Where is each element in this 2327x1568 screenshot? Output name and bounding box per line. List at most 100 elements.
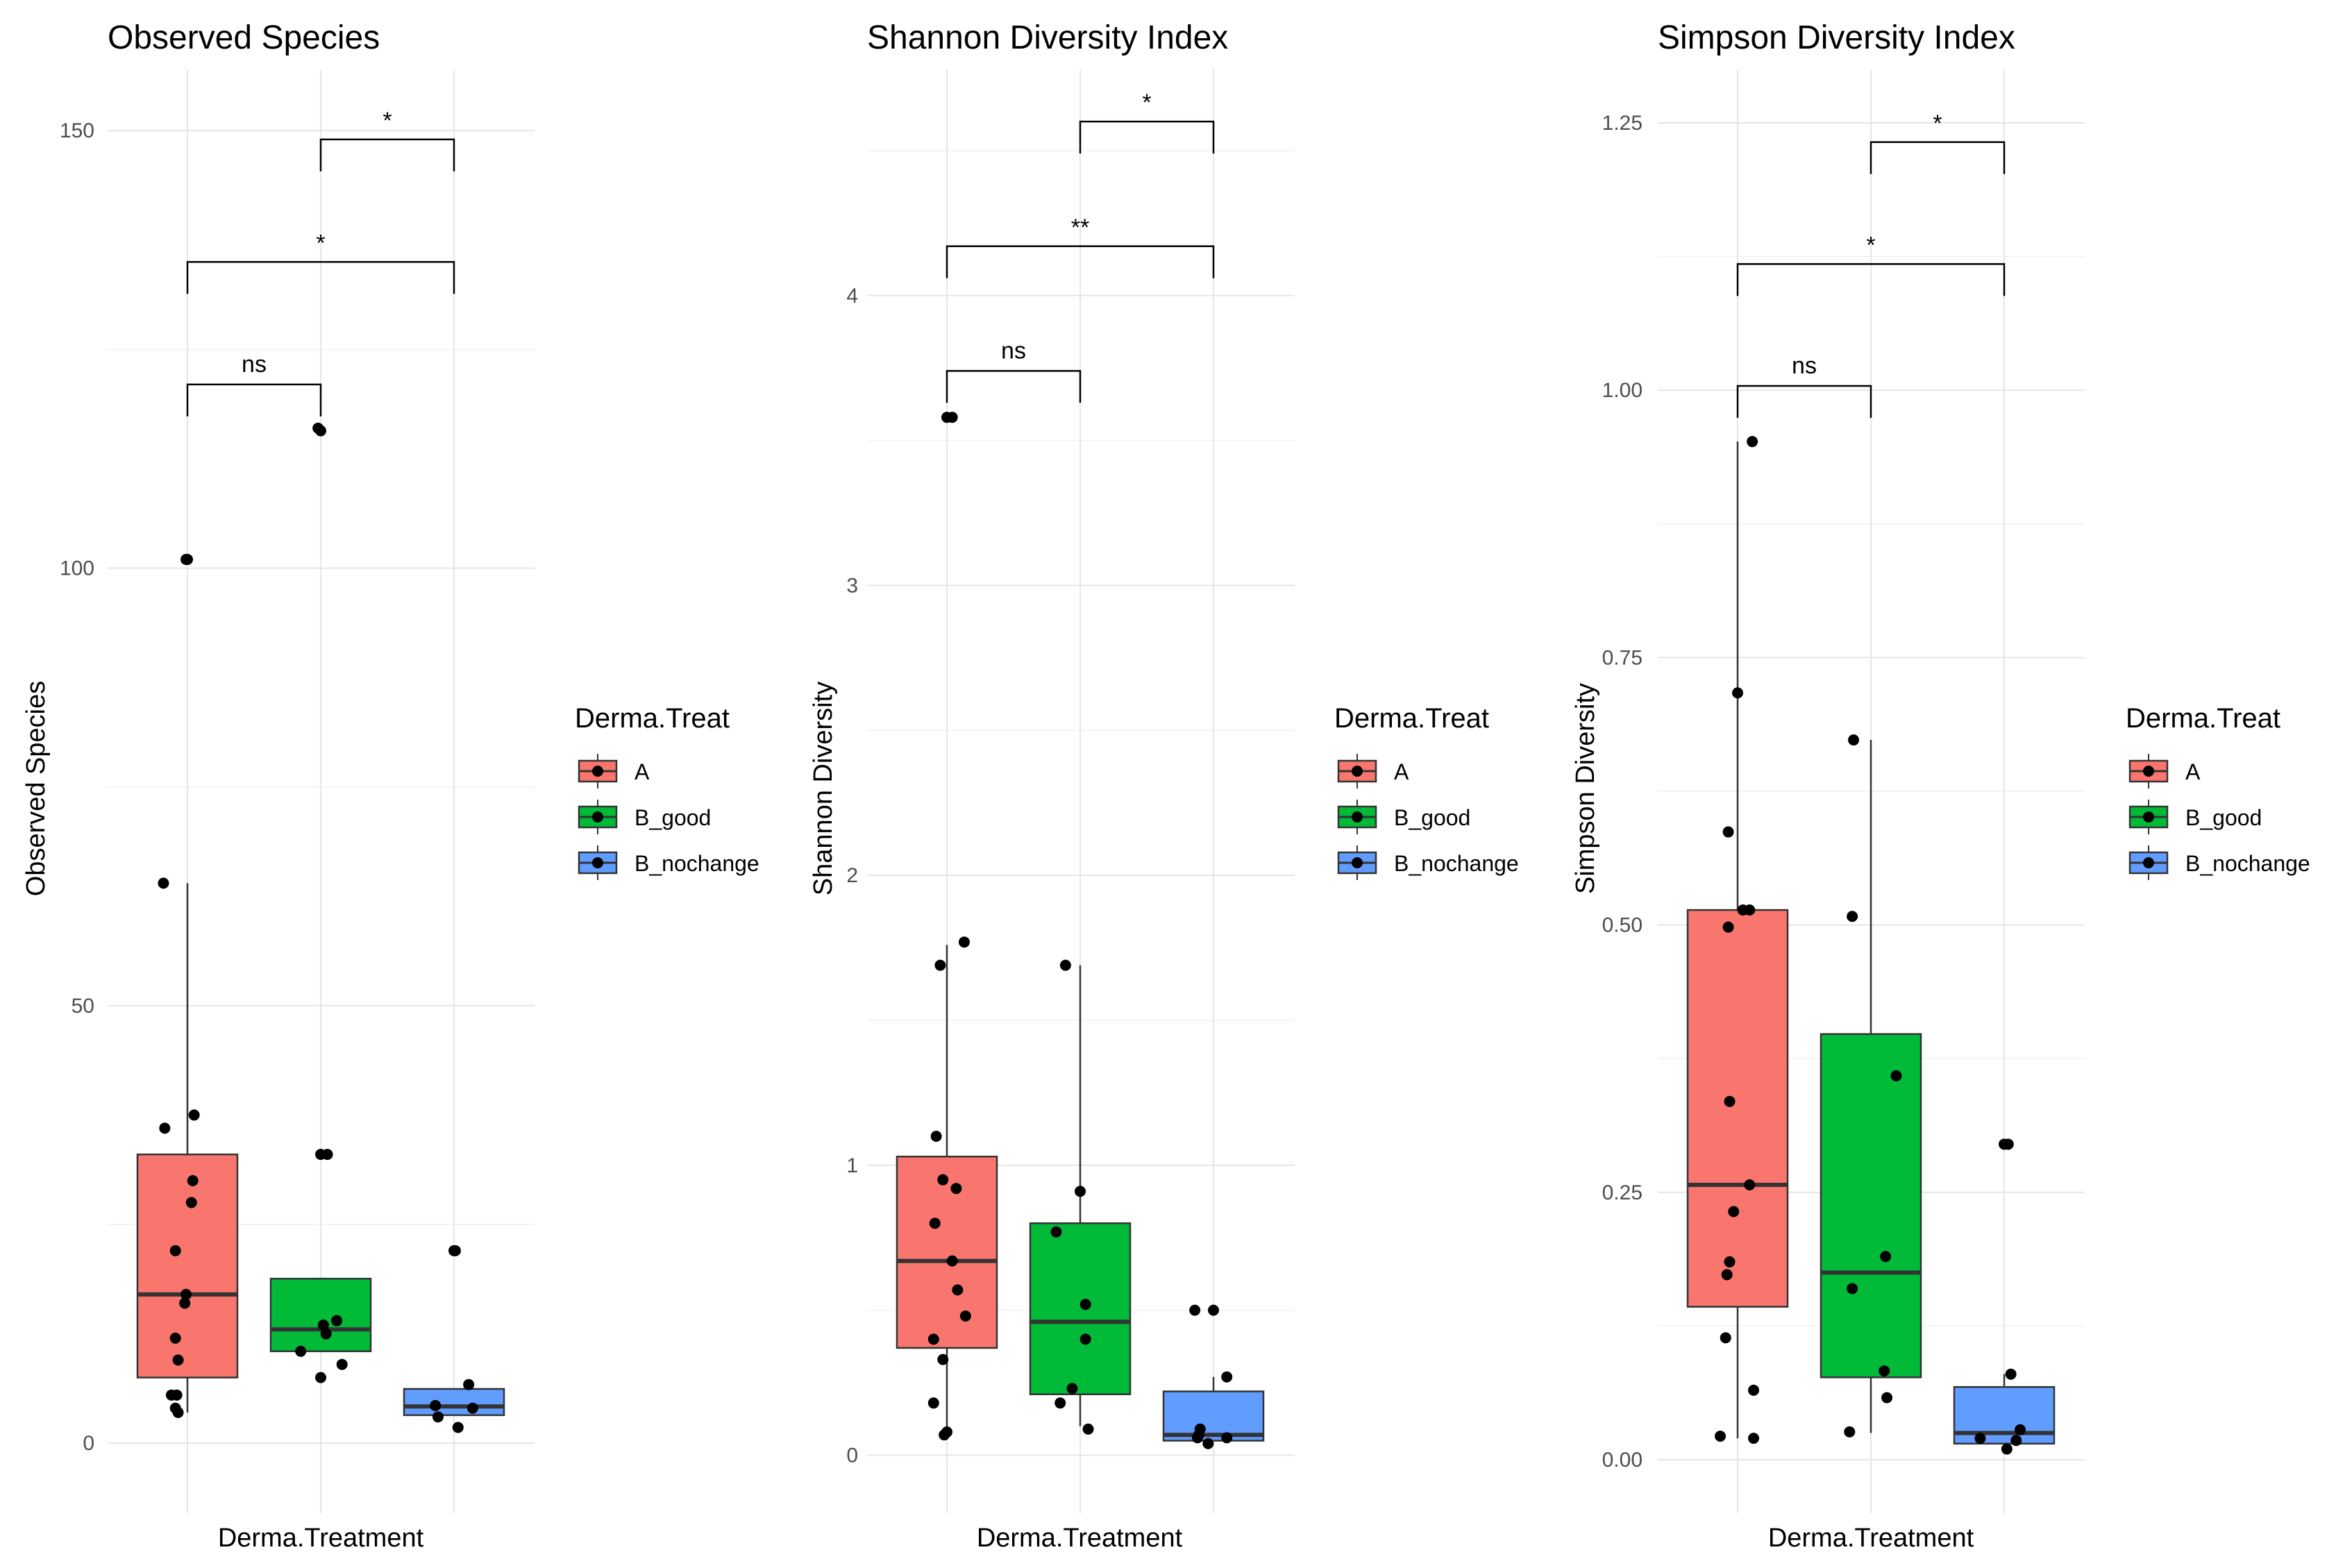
box-B_good: [269, 1277, 372, 1353]
data-point: [159, 1122, 171, 1134]
data-point: [1208, 1304, 1219, 1316]
data-point: [952, 1284, 964, 1296]
legend-label: B_good: [2185, 805, 2262, 830]
box-A: [136, 883, 239, 1413]
data-point: [2002, 1138, 2014, 1150]
significance-label: *: [1866, 232, 1875, 258]
data-point: [1221, 1432, 1233, 1444]
shannon-diversity-panel: Shannon Diversity Index Derma.Treatment …: [809, 19, 1295, 1553]
significance-label: *: [1933, 110, 1942, 137]
data-point: [1720, 1332, 1731, 1344]
legend-point: [2143, 857, 2154, 868]
legend-title: Derma.Treat: [2126, 703, 2280, 734]
data-point: [1724, 1095, 1736, 1107]
bracket-line: [319, 138, 455, 171]
data-point: [946, 1255, 958, 1267]
legend: Derma.Treat A B_good B_nochange: [2126, 703, 2310, 880]
legend-point: [592, 857, 603, 868]
legend-label: B_nochange: [1394, 851, 1519, 876]
y-tick-label: 0: [846, 1444, 858, 1467]
box-body: [1162, 1390, 1265, 1442]
data-point: [939, 1429, 950, 1441]
y-tick-label: 150: [60, 119, 94, 142]
data-point: [188, 1109, 200, 1121]
data-point: [2005, 1368, 2017, 1380]
data-point: [336, 1358, 348, 1370]
legend-point: [2143, 811, 2154, 823]
data-point: [946, 412, 958, 423]
legend-key-B_nochange: B_nochange: [578, 845, 759, 880]
data-point: [467, 1402, 478, 1414]
data-point: [321, 1149, 333, 1161]
data-points: [158, 422, 478, 1433]
panel-title: Simpson Diversity Index: [1658, 19, 2015, 56]
legend-point: [1352, 766, 1363, 777]
y-tick-label: 1.00: [1602, 379, 1643, 402]
legend-label: B_nochange: [635, 851, 759, 876]
legend-key-B_nochange: B_nochange: [2128, 845, 2310, 880]
significance-label: ns: [242, 351, 267, 378]
legend-key-B_good: B_good: [2128, 800, 2262, 834]
legend-label: A: [1394, 759, 1409, 784]
data-point: [452, 1422, 464, 1433]
legend: Derma.Treat A B_good B_nochange: [1334, 703, 1519, 880]
y-tick-label: 50: [72, 995, 94, 1018]
legend-key-A: A: [1337, 754, 1409, 789]
bracket-line: [1079, 120, 1215, 154]
data-point: [1847, 911, 1858, 922]
data-point: [1050, 1226, 1062, 1238]
significance-bracket: **: [946, 214, 1215, 278]
data-point: [927, 1397, 939, 1409]
data-point: [2010, 1435, 2022, 1447]
significance-bracket: ns: [186, 351, 322, 416]
data-point: [1879, 1365, 1890, 1377]
data-point: [1728, 1206, 1740, 1217]
legend-title: Derma.Treat: [575, 703, 730, 734]
significance-bracket: *: [1870, 110, 2006, 174]
box-B_nochange: [403, 1388, 505, 1417]
panel-title: Shannon Diversity Index: [867, 19, 1228, 56]
panel-title: Observed Species: [108, 19, 380, 56]
y-axis-title: Simpson Diversity: [1571, 683, 1600, 894]
significance-label: *: [316, 230, 325, 256]
data-point: [2001, 1443, 2013, 1455]
bracket-line: [1736, 263, 2006, 296]
observed-species-panel: Observed Species Derma.Treatment Observe…: [22, 19, 535, 1553]
legend-point: [592, 766, 603, 777]
data-point: [1191, 1432, 1203, 1444]
legend-key-B_good: B_good: [578, 800, 711, 834]
bracket-line: [186, 261, 455, 294]
data-points: [1715, 436, 2026, 1455]
significance-bracket: *: [1079, 90, 1215, 154]
significance-bracket: *: [319, 108, 455, 171]
data-point: [937, 1354, 949, 1365]
data-point: [1721, 1269, 1733, 1281]
y-tick-label: 0.75: [1602, 646, 1643, 669]
significance-label: *: [1142, 90, 1151, 116]
data-point: [320, 1328, 332, 1340]
x-axis-title: Derma.Treatment: [1768, 1524, 1974, 1553]
data-point: [929, 1217, 941, 1229]
data-point: [1890, 1070, 1902, 1081]
data-point: [449, 1245, 461, 1256]
y-tick-label: 1: [846, 1154, 858, 1177]
data-point: [1724, 1256, 1736, 1267]
y-tick-label: 3: [846, 574, 858, 597]
significance-label: ns: [1792, 353, 1817, 379]
data-point: [315, 1372, 326, 1383]
legend-point: [1352, 811, 1363, 823]
y-tick-label: 100: [60, 557, 94, 580]
data-point: [185, 1197, 197, 1208]
significance-bracket: ns: [1736, 353, 1872, 419]
data-point: [1748, 1384, 1760, 1396]
box-body: [1953, 1385, 2056, 1445]
legend-label: B_good: [635, 805, 711, 830]
bracket-line: [946, 245, 1215, 278]
data-point: [169, 1332, 181, 1344]
data-point: [463, 1379, 475, 1390]
data-point: [1974, 1433, 1986, 1444]
box-B_nochange: [1953, 1374, 2056, 1445]
box-A: [896, 945, 998, 1435]
bracket-line: [946, 370, 1082, 403]
